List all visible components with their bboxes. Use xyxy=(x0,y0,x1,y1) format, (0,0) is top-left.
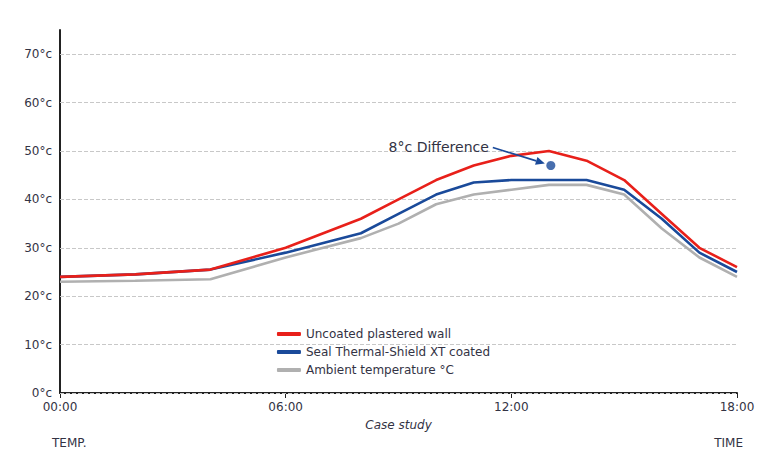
svg-text:06:00: 06:00 xyxy=(268,400,303,414)
svg-text:50°c: 50°c xyxy=(24,144,52,158)
svg-text:20°c: 20°c xyxy=(24,289,52,303)
svg-text:TIME: TIME xyxy=(713,436,743,450)
svg-text:12:00: 12:00 xyxy=(494,400,529,414)
svg-text:8°c Difference: 8°c Difference xyxy=(389,139,489,155)
svg-text:60°c: 60°c xyxy=(24,96,52,110)
svg-text:Case study: Case study xyxy=(365,418,432,432)
svg-text:Ambient temperature °C: Ambient temperature °C xyxy=(306,363,454,377)
svg-text:70°c: 70°c xyxy=(24,47,52,61)
svg-text:Seal Thermal-Shield XT coated: Seal Thermal-Shield XT coated xyxy=(306,345,490,359)
svg-text:00:00: 00:00 xyxy=(43,400,78,414)
svg-text:40°c: 40°c xyxy=(24,192,52,206)
svg-text:Uncoated plastered wall: Uncoated plastered wall xyxy=(306,327,451,341)
svg-text:30°c: 30°c xyxy=(24,241,52,255)
svg-text:0°c: 0°c xyxy=(32,386,52,400)
svg-text:TEMP.: TEMP. xyxy=(51,436,86,450)
svg-text:18:00: 18:00 xyxy=(720,400,755,414)
svg-text:10°c: 10°c xyxy=(24,338,52,352)
